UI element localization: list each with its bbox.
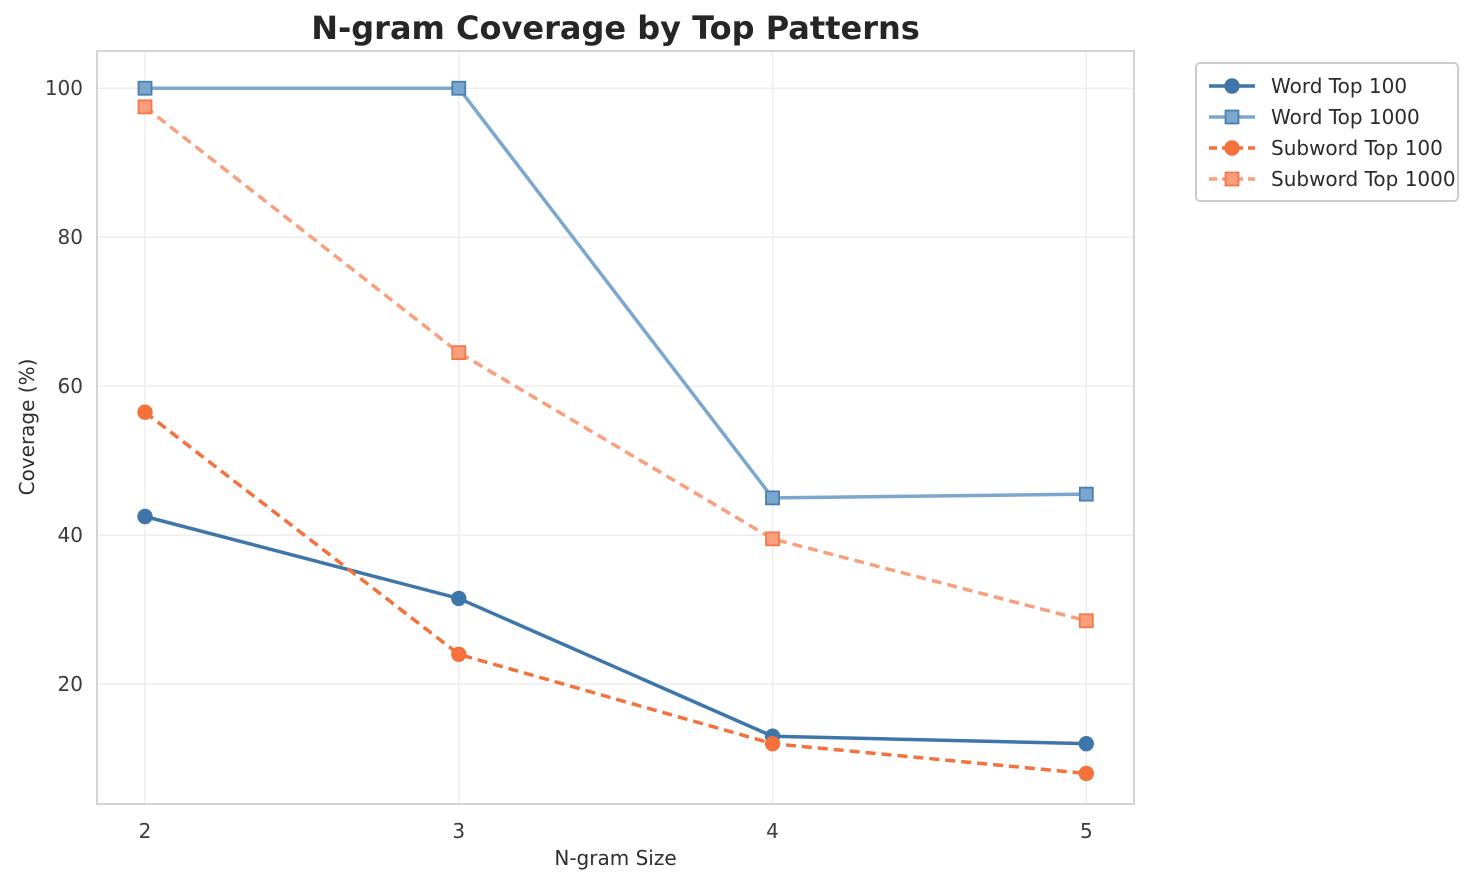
data-point-word-top-1000	[1078, 486, 1094, 502]
data-point-subword-top-1000	[1078, 613, 1094, 629]
x-axis-label: N-gram Size	[554, 846, 677, 870]
legend: Word Top 100 Word Top 1000 Subword Top 100…	[1195, 62, 1459, 202]
legend-marker	[1224, 139, 1240, 156]
legend-swatch-word-top-100	[1209, 77, 1255, 94]
legend-marker	[1224, 171, 1240, 186]
y-axis-label: Coverage (%)	[15, 358, 39, 496]
x-tick-label: 5	[1080, 819, 1093, 843]
legend-label: Word Top 1000	[1271, 104, 1420, 129]
data-point-subword-top-1000	[137, 99, 153, 115]
data-point-subword-top-100	[764, 735, 781, 752]
y-tick-label: 20	[58, 672, 83, 696]
legend-item-word-top-100: Word Top 100	[1207, 70, 1445, 101]
series-line-subword-top-100	[143, 410, 1087, 776]
data-point-subword-top-1000	[451, 345, 467, 361]
legend-item-subword-top-100: Subword Top 100	[1207, 132, 1445, 163]
data-point-word-top-100	[1078, 735, 1095, 752]
data-point-word-top-1000	[451, 80, 467, 96]
series-line-word-top-1000	[145, 86, 1087, 500]
data-point-word-top-1000	[765, 490, 780, 506]
data-point-subword-top-1000	[765, 531, 780, 547]
legend-label: Word Top 100	[1271, 73, 1408, 98]
data-point-word-top-1000	[137, 80, 153, 96]
data-point-subword-top-100	[1078, 765, 1095, 782]
y-tick-label: 40	[58, 523, 83, 547]
x-tick-label: 2	[139, 819, 152, 843]
data-point-subword-top-100	[137, 404, 153, 420]
x-tick-label: 4	[766, 819, 779, 843]
y-tick-label: 80	[58, 225, 83, 249]
legend-swatch-subword-top-1000	[1209, 171, 1255, 186]
data-point-word-top-100	[451, 590, 467, 607]
y-tick-label: 60	[58, 374, 83, 398]
series-line-word-top-100	[144, 514, 1087, 746]
series-line-subword-top-1000	[143, 105, 1087, 623]
y-tick-label: 100	[45, 76, 83, 100]
legend-marker	[1224, 109, 1240, 124]
legend-item-word-top-1000: Word Top 1000	[1207, 101, 1445, 132]
legend-item-subword-top-1000: Subword Top 1000	[1207, 163, 1456, 194]
data-point-word-top-100	[137, 508, 153, 525]
plot-border	[96, 50, 1135, 805]
data-point-subword-top-100	[451, 646, 467, 662]
legend-marker	[1224, 77, 1240, 94]
legend-swatch-word-top-1000	[1209, 109, 1255, 124]
chart-title: N-gram Coverage by Top Patterns	[311, 9, 920, 47]
legend-label: Subword Top 100	[1271, 135, 1443, 160]
legend-swatch-subword-top-100	[1209, 139, 1255, 156]
x-tick-label: 3	[452, 819, 465, 843]
legend-label: Subword Top 1000	[1271, 166, 1456, 191]
